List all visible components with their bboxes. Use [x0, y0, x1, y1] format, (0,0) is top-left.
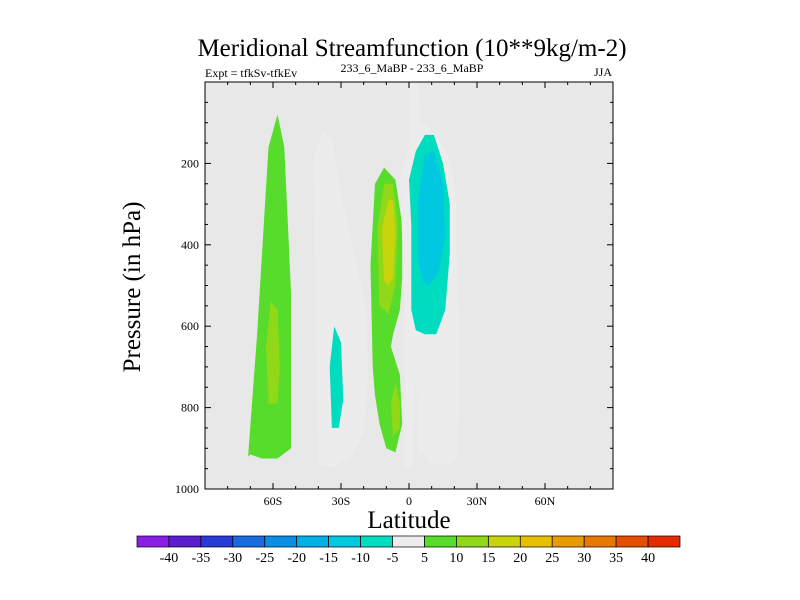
colorbar-swatch: [519, 535, 553, 548]
colorbar-swatch: [615, 535, 649, 548]
colorbar-swatch: [200, 535, 234, 548]
x-tick-label: 0: [406, 494, 412, 508]
x-tick-label: 30S: [332, 494, 351, 508]
colorbar-label: -20: [287, 551, 306, 566]
colorbar-swatch: [456, 535, 489, 548]
colorbar-swatch: [488, 535, 521, 548]
colorbar-label: 15: [481, 551, 495, 566]
colorbar-label: 5: [421, 551, 428, 566]
colorbar-label: -40: [160, 551, 179, 566]
x-tick-label: 60S: [264, 494, 283, 508]
y-axis-label: Pressure (in hPa): [119, 202, 146, 373]
contour-region-tropical-orange: [381, 200, 396, 286]
colorbar-label: 40: [641, 551, 655, 566]
colorbar-label: -10: [351, 551, 370, 566]
y-tick-label: 800: [181, 401, 199, 415]
colorbar-label: 25: [545, 551, 559, 566]
colorbar-label: 20: [513, 551, 527, 566]
colorbar-swatch: [551, 535, 585, 548]
colorbar-label: -5: [387, 551, 399, 566]
contour-fields: [248, 82, 459, 489]
x-tick-label: 60N: [535, 494, 556, 508]
colorbar-label: -35: [192, 551, 211, 566]
colorbar-swatch: [360, 535, 393, 548]
colorbar-label: 30: [577, 551, 591, 566]
colorbar-swatch: [264, 535, 298, 548]
colorbar-swatch: [583, 535, 617, 548]
colorbar-swatch: [424, 535, 457, 548]
subtitle-experiment: Expt = tfkSv-tfkEv: [205, 66, 297, 80]
y-tick-label: 1000: [175, 482, 199, 496]
x-tick-label: 30N: [467, 494, 488, 508]
colorbar-swatch: [168, 535, 202, 548]
colorbar-label: -25: [255, 551, 274, 566]
colorbar-label: 35: [609, 551, 623, 566]
colorbar-label: -15: [319, 551, 338, 566]
colorbar: -40 -35 -30 -25 -20 -15 -10 -5 5 10 15 20 25 30 35 40: [136, 535, 681, 566]
contour-region-eq-cyan-core: [418, 151, 446, 286]
colorbar-swatch: [296, 535, 329, 548]
contour-region-tropical-yellow-lower: [390, 383, 400, 437]
subtitle-season: JJA: [594, 65, 612, 79]
subtitle-runs: 233_6_MaBP - 233_6_MaBP: [341, 61, 484, 75]
y-tick-label: 600: [181, 319, 199, 333]
colorbar-swatch: [328, 535, 361, 548]
contour-region-sh-green-cell: [248, 114, 292, 459]
colorbar-swatch: [647, 535, 681, 548]
y-tick-label: 400: [181, 238, 199, 252]
colorbar-label: -30: [223, 551, 242, 566]
colorbar-swatch: [136, 535, 170, 548]
x-axis-label: Latitude: [367, 507, 450, 534]
contour-region-sh-green-core: [266, 301, 280, 404]
colorbar-swatch: [232, 535, 266, 548]
colorbar-swatch: [392, 535, 425, 548]
contour-region-midlat-cyan-cell: [313, 130, 369, 468]
axis-ticks: 60S 30S 0 30N 60N 200 400 600 800 1000: [175, 82, 613, 508]
colorbar-label: 10: [449, 551, 463, 566]
chart-title: Meridional Streamfunction (10**9kg/m-2): [197, 35, 626, 62]
contour-region-midlat-cyan-core: [329, 326, 344, 428]
plot-area: 60S 30S 0 30N 60N 200 400 600 800 1000: [175, 81, 614, 508]
contour-region-eq-notch: [413, 375, 419, 489]
y-tick-label: 200: [181, 156, 199, 170]
